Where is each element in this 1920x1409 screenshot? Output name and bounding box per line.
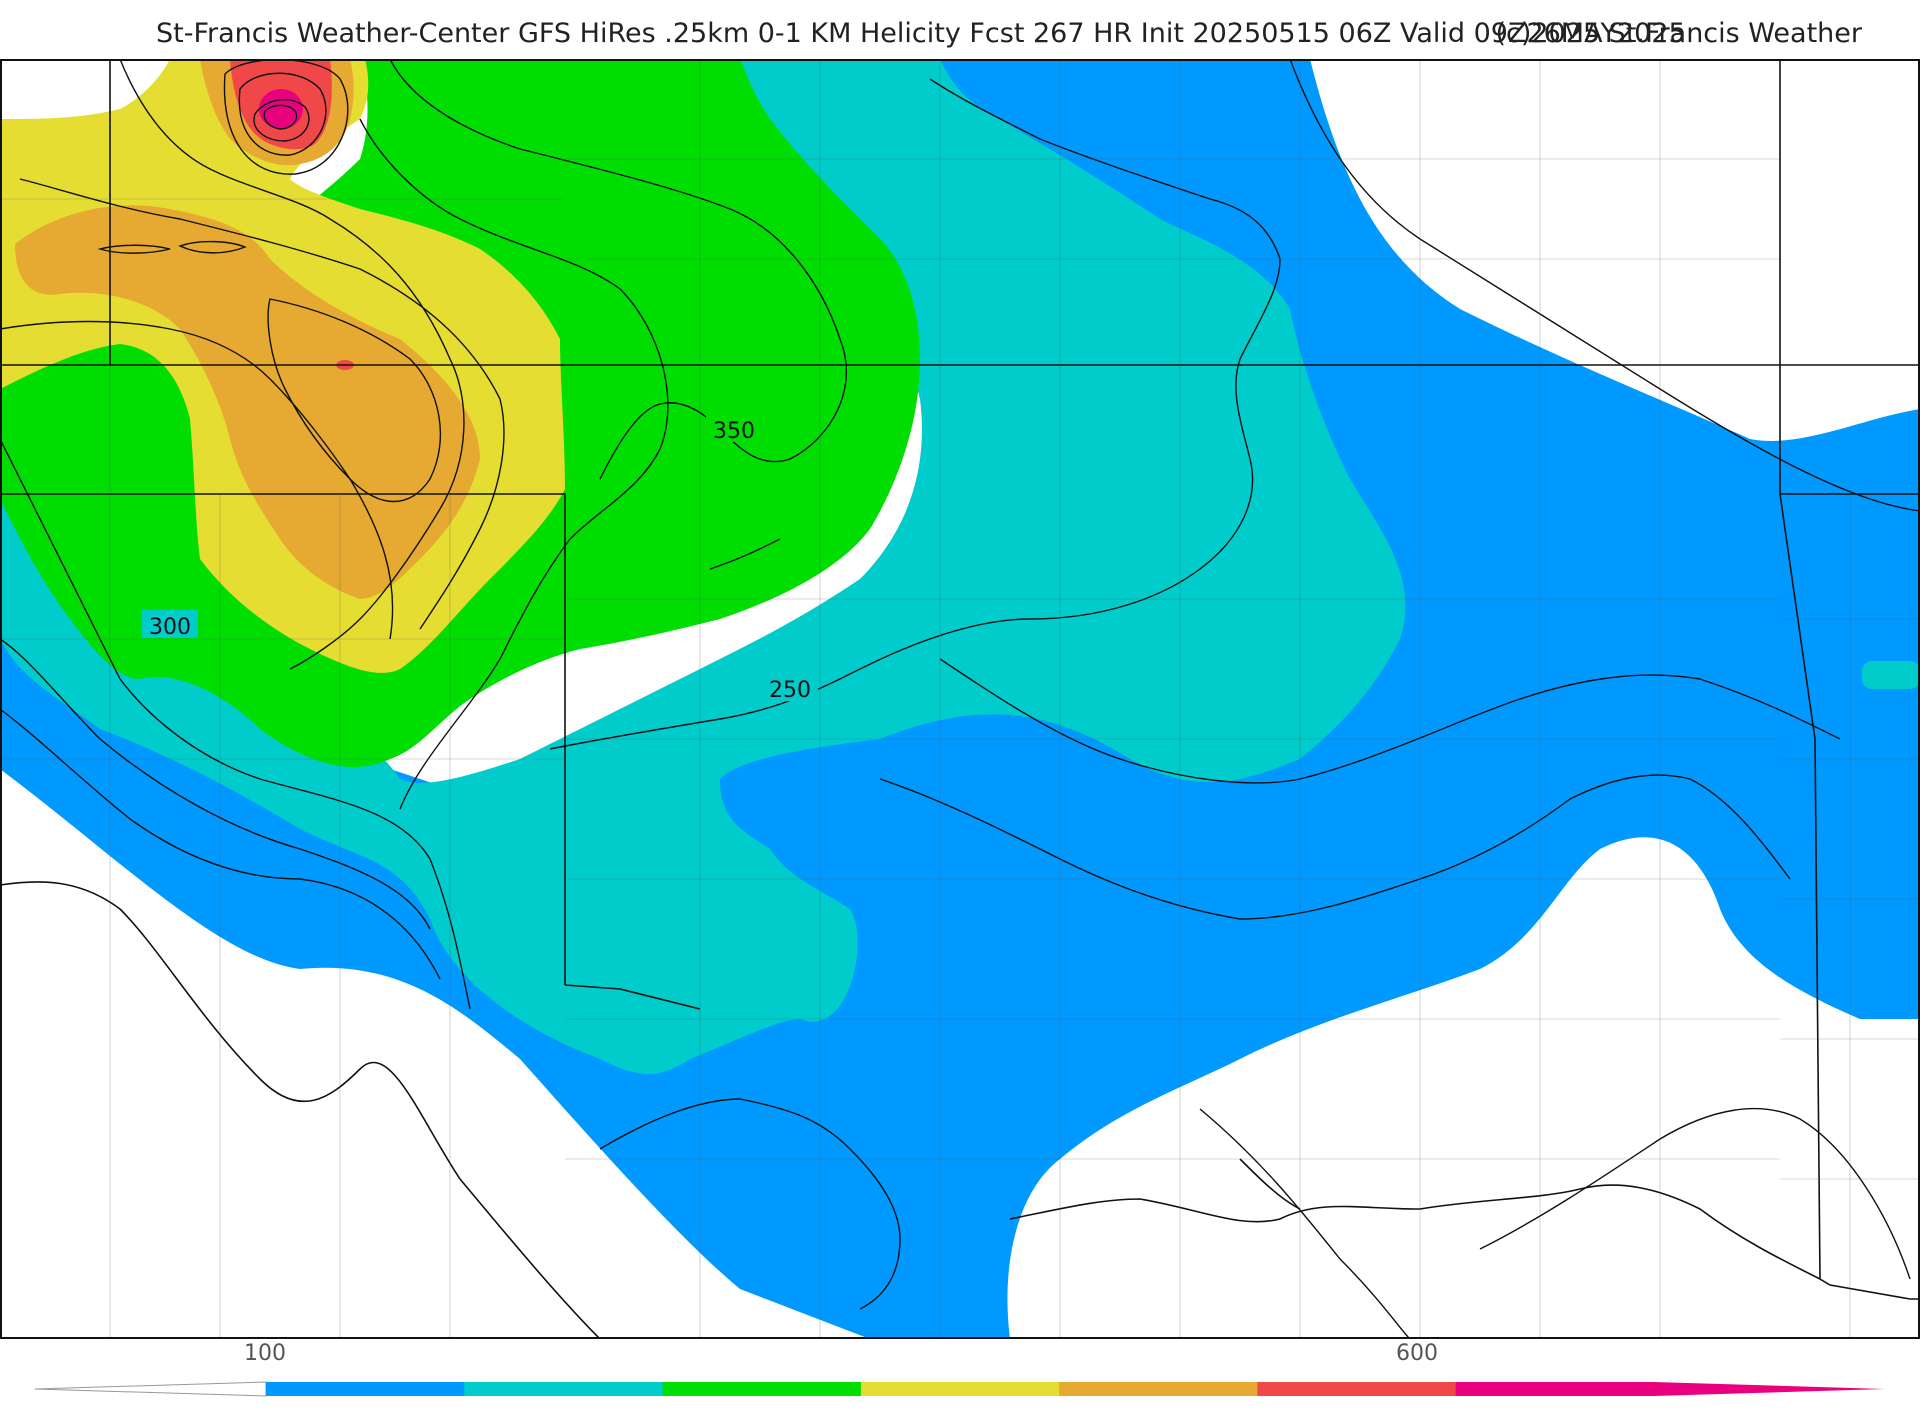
colorbar-bin-4: [860, 1382, 1060, 1396]
helicity-peak-magenta: [259, 89, 303, 129]
colorbar-bins: [266, 1382, 1655, 1396]
colorbar-low-end: [34, 1381, 267, 1397]
copyright-notice: (c)2025 St.Francis Weather: [1495, 18, 1862, 49]
contour-lines: [0, 59, 1920, 1339]
contour-label-300: 300: [149, 615, 191, 640]
helicity-band-orange: [15, 205, 480, 599]
contour-label-group: 350 300 250: [142, 414, 818, 703]
map-title-bar: St-Francis Weather-Center GFS HiRes .25k…: [0, 14, 1920, 54]
colorbar-bin-5: [1059, 1382, 1258, 1396]
helicity-map: 350 300 250: [0, 59, 1920, 1339]
helicity-spot-teal-east: [1862, 661, 1920, 689]
colorbar-tick-label-600: 600: [1396, 1341, 1438, 1366]
colorbar-bin-3: [662, 1382, 862, 1396]
colorbar-bin-6: [1257, 1382, 1457, 1396]
state-boundaries: [0, 59, 1920, 1339]
colorbar-bin-1: [266, 1382, 465, 1396]
colorbar-high-end: [1654, 1382, 1885, 1396]
colorbar-strip: [34, 1381, 1885, 1397]
map-title: St-Francis Weather-Center GFS HiRes .25k…: [156, 18, 1686, 49]
map-frame: [0, 59, 1920, 1339]
colorbar-legend: 100 600: [0, 1339, 1920, 1400]
colorbar-bin-7: [1455, 1382, 1655, 1396]
colorbar-bin-2: [464, 1382, 664, 1396]
contour-label-250: 250: [769, 678, 811, 703]
contour-label-350: 350: [713, 419, 755, 444]
helicity-band-teal: [0, 59, 1406, 1074]
county-lines: [0, 59, 1920, 1339]
colorbar-tick-label-100: 100: [244, 1341, 286, 1366]
